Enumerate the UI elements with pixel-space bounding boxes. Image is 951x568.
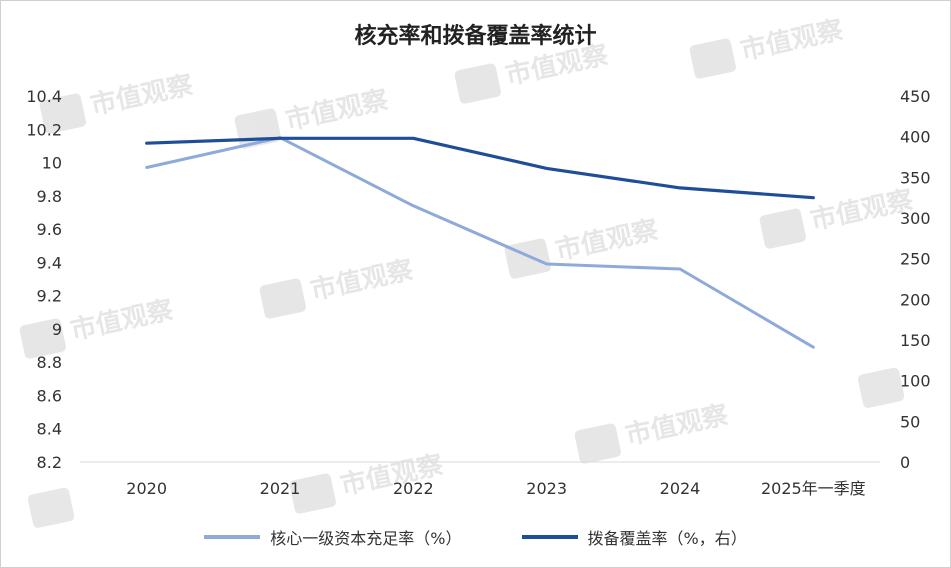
y-left-tick-label: 8.8 — [37, 353, 62, 372]
legend-label: 拨备覆盖率（%，右） — [587, 529, 747, 548]
legend-label: 核心一级资本充足率（%） — [270, 529, 462, 548]
y-left-tick-label: 10.2 — [26, 120, 62, 139]
legend-swatch-core-tier1 — [204, 535, 261, 539]
y-right-tick-label: 50 — [900, 412, 920, 431]
y-left-tick-label: 10.4 — [26, 87, 62, 106]
chart-title: 核充率和拨备覆盖率统计 — [354, 24, 597, 49]
x-tick-label: 2023 — [526, 479, 567, 498]
y-right-tick-label: 150 — [900, 331, 931, 350]
y-left-tick-label: 10 — [42, 154, 62, 173]
y-right-tick-label: 100 — [900, 372, 931, 391]
x-tick-label: 2022 — [393, 479, 434, 498]
y-left-tick-label: 9 — [52, 320, 62, 339]
x-tick-label: 2024 — [660, 479, 701, 498]
series-line-core-tier1 — [145, 136, 815, 349]
y-left-tick-label: 9.4 — [37, 253, 62, 272]
y-right-tick-label: 200 — [900, 290, 931, 309]
y-left-tick-label: 8.4 — [37, 420, 62, 439]
legend-swatch-provision-coverage — [521, 535, 578, 539]
y-left-tick-label: 8.6 — [37, 386, 62, 405]
y-right-tick-label: 250 — [900, 250, 931, 269]
y-left-tick-label: 8.2 — [37, 453, 62, 472]
y-right-tick-label: 450 — [900, 87, 931, 106]
y-right-tick-label: 400 — [900, 128, 931, 147]
legend-item: 核心一级资本充足率（%） — [204, 525, 462, 549]
y-left-tick-label: 9.8 — [37, 187, 62, 206]
y-left-tick-label: 9.2 — [37, 287, 62, 306]
chart-legend: 核心一级资本充足率（%） 拨备覆盖率（%，右） — [0, 525, 951, 549]
y-right-tick-label: 0 — [900, 453, 910, 472]
y-left-tick-label: 9.6 — [37, 220, 62, 239]
series-line-provision-coverage — [145, 136, 815, 200]
legend-item: 拨备覆盖率（%，右） — [521, 525, 747, 549]
x-tick-label: 2025年一季度 — [761, 479, 866, 498]
x-tick-label: 2021 — [260, 479, 301, 498]
y-right-tick-label: 350 — [900, 168, 931, 187]
x-tick-label: 2020 — [126, 479, 167, 498]
y-right-tick-label: 300 — [900, 209, 931, 228]
